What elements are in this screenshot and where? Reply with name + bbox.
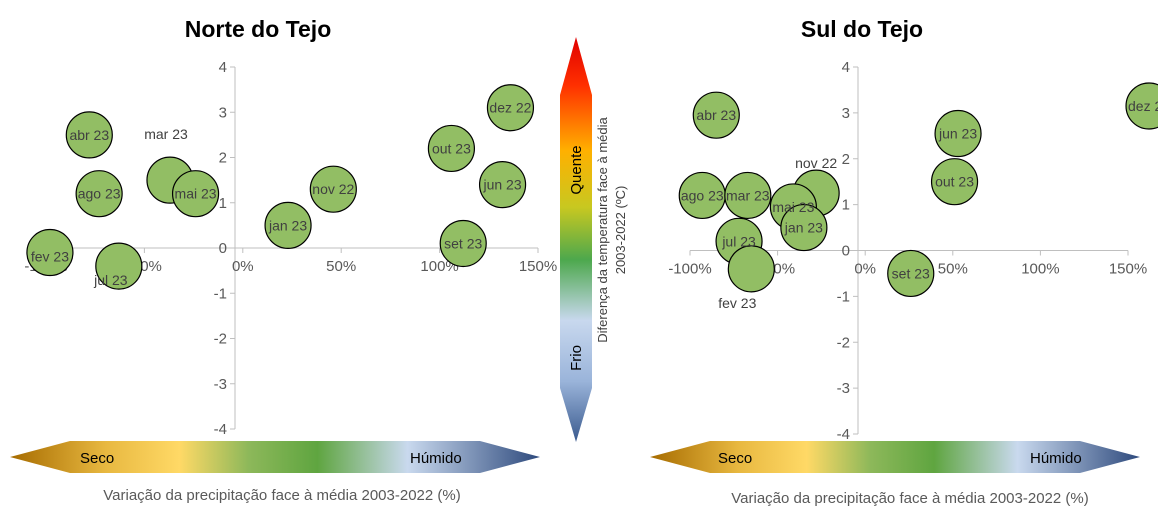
bubble-point bbox=[26, 228, 74, 277]
y-tick-label: 2 bbox=[219, 150, 227, 167]
bubble-point bbox=[65, 111, 113, 159]
bubble-point bbox=[887, 249, 935, 298]
bubble-point bbox=[724, 171, 772, 220]
y-tick-label: -3 bbox=[214, 376, 227, 393]
data-label: jul 23 bbox=[721, 233, 756, 249]
data-label: mai 23 bbox=[175, 186, 217, 202]
x-tick-label: 100% bbox=[1021, 261, 1059, 278]
bubble-point bbox=[930, 158, 979, 206]
dry-label: Seco bbox=[718, 450, 752, 467]
data-label: fev 23 bbox=[718, 295, 756, 311]
data-label: mar 23 bbox=[144, 126, 188, 142]
y-tick-label: 0 bbox=[219, 240, 227, 257]
bubble-point bbox=[486, 84, 535, 132]
y-tick-label: 4 bbox=[219, 59, 227, 76]
y-tick-label: -4 bbox=[214, 421, 227, 438]
data-label: fev 23 bbox=[31, 249, 69, 265]
bubbles: abr 23 ago 23 mar 23 nov 22 mai 23 jan 23 jul … bbox=[678, 82, 1158, 311]
x-tick-label: 0% bbox=[854, 261, 876, 278]
y-tick-label: -3 bbox=[837, 380, 850, 397]
y-tick-label: -4 bbox=[837, 426, 850, 443]
x-tick-label: 150% bbox=[1109, 261, 1147, 278]
x-tick-label: 50% bbox=[326, 258, 356, 275]
precipitation-gradient-arrow bbox=[10, 441, 540, 473]
data-label: nov 22 bbox=[795, 155, 837, 171]
y-tick-label: -1 bbox=[837, 288, 850, 305]
x-axis-label: Variação da precipitação face à média 20… bbox=[731, 490, 1088, 507]
data-label: abr 23 bbox=[69, 127, 109, 143]
bubble-point bbox=[75, 170, 123, 218]
data-label: jan 23 bbox=[268, 217, 307, 233]
y-tick-label: -1 bbox=[214, 285, 227, 302]
hot-label: Quente bbox=[568, 145, 585, 194]
data-label: mai 23 bbox=[772, 199, 814, 215]
data-label: nov 22 bbox=[312, 181, 354, 197]
bubble-point bbox=[478, 161, 527, 209]
data-label: ago 23 bbox=[78, 186, 121, 202]
bubble-point bbox=[1125, 82, 1158, 130]
data-label: ago 23 bbox=[681, 187, 724, 203]
data-label: dez 22 bbox=[1128, 98, 1158, 114]
data-label: set 23 bbox=[444, 235, 482, 251]
data-label: jun 23 bbox=[482, 177, 521, 193]
y-tick-label: 1 bbox=[842, 197, 850, 214]
cold-label: Frio bbox=[568, 345, 585, 371]
wet-label: Húmido bbox=[1030, 450, 1082, 467]
data-label: abr 23 bbox=[696, 107, 736, 123]
temperature-axis-label-line1: Diferença da temperatura face à média bbox=[595, 117, 610, 343]
bubble-point bbox=[692, 91, 740, 139]
y-tick-label: 0 bbox=[842, 243, 850, 260]
x-tick-label: 50% bbox=[938, 261, 968, 278]
temperature-legend: Quente Frio Diferença da temperatura fac… bbox=[560, 37, 628, 442]
dry-label: Seco bbox=[80, 450, 114, 467]
x-tick-label: 0% bbox=[232, 258, 254, 275]
y-tick-label: -2 bbox=[837, 334, 850, 351]
precipitation-gradient-arrow bbox=[650, 441, 1140, 473]
data-label: mar 23 bbox=[726, 187, 770, 203]
y-tick-label: 2 bbox=[842, 151, 850, 168]
data-label: jul 23 bbox=[93, 272, 128, 288]
bubble-point bbox=[427, 124, 476, 173]
temperature-gradient-arrow bbox=[560, 37, 592, 442]
bubble-point bbox=[727, 245, 775, 293]
bubble-point bbox=[780, 203, 828, 252]
chart-title: Norte do Tejo bbox=[185, 16, 332, 42]
chart-title: Sul do Tejo bbox=[801, 16, 923, 42]
y-tick-label: -2 bbox=[214, 331, 227, 348]
x-tick-label: 150% bbox=[519, 258, 557, 275]
bubble-point bbox=[439, 219, 487, 268]
data-label: jan 23 bbox=[784, 220, 823, 236]
y-tick-label: 3 bbox=[842, 105, 850, 122]
y-tick-label: 3 bbox=[219, 104, 227, 121]
x-axis-label: Variação da precipitação face à média 20… bbox=[103, 487, 460, 504]
bubble-point bbox=[95, 242, 143, 290]
y-tick-label: 1 bbox=[219, 195, 227, 212]
bubble-point bbox=[934, 109, 982, 158]
data-label: set 23 bbox=[892, 265, 930, 281]
bubble-point bbox=[309, 165, 357, 213]
wet-label: Húmido bbox=[410, 450, 462, 467]
bubbles: abr 23 mar 23 mai 23 ago 23 fev 23 jul 23 jan … bbox=[26, 84, 535, 290]
bubble-point bbox=[264, 201, 312, 249]
data-label: out 23 bbox=[432, 140, 471, 156]
data-label: jun 23 bbox=[938, 126, 977, 142]
data-label: out 23 bbox=[935, 174, 974, 190]
chart-norte-do-tejo: Norte do Tejo -4-3-2-101234-100%-50%0%50… bbox=[10, 16, 557, 504]
y-tick-label: 4 bbox=[842, 59, 850, 76]
data-label: dez 22 bbox=[489, 100, 531, 116]
bubble-point bbox=[171, 170, 220, 218]
x-tick-label: -100% bbox=[668, 261, 711, 278]
temperature-axis-label-line2: 2003-2022 (ºC) bbox=[613, 186, 628, 275]
